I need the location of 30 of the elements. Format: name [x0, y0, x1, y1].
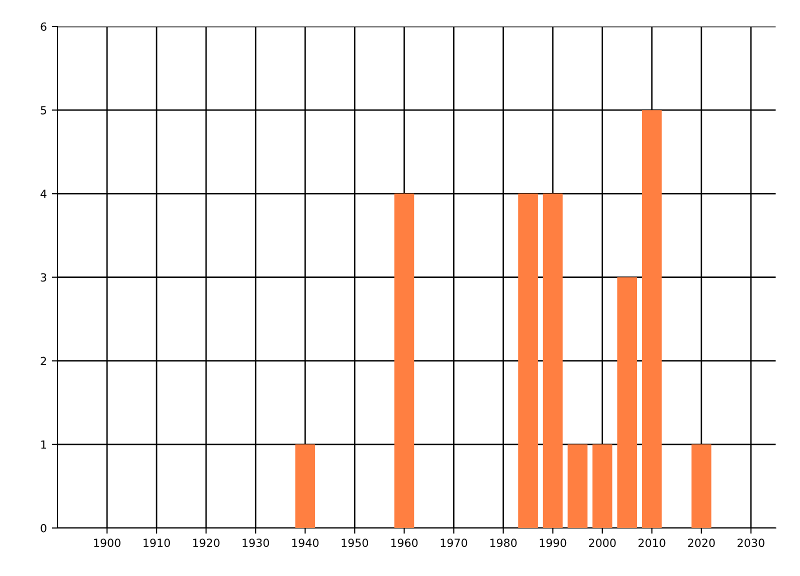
y-tick-label: 2 — [40, 356, 46, 366]
x-tick-label: 2020 — [688, 538, 715, 548]
bar — [295, 444, 316, 528]
x-tick-label: 1990 — [540, 538, 566, 548]
bar — [394, 194, 414, 528]
x-tick-label: 2030 — [738, 538, 764, 548]
x-tick-label: 1930 — [242, 538, 270, 548]
y-tick-label: 6 — [40, 22, 46, 31]
bar — [542, 194, 563, 528]
x-tick-label: 1910 — [144, 538, 170, 548]
bar — [592, 444, 612, 528]
x-tick-label: 1960 — [391, 538, 418, 548]
y-tick-label: 1 — [41, 440, 46, 449]
x-tick-label: 1970 — [440, 538, 468, 548]
bar — [518, 194, 538, 528]
y-tick-label: 3 — [40, 273, 46, 282]
x-tick-label: 1950 — [342, 538, 368, 548]
x-tick-label: 2010 — [638, 538, 666, 548]
bar — [691, 444, 712, 528]
x-tick-label: 1980 — [490, 538, 517, 548]
bar — [617, 277, 638, 528]
y-tick-label: 5 — [40, 106, 46, 114]
y-tick-label: 0 — [40, 524, 46, 532]
bar — [642, 110, 662, 528]
x-tick-label: 1920 — [193, 538, 220, 548]
x-tick-label: 1940 — [292, 538, 319, 548]
bar — [568, 444, 588, 528]
y-tick-label: 4 — [40, 190, 46, 198]
x-tick-label: 2000 — [589, 538, 616, 548]
x-tick-label: 1900 — [94, 538, 120, 548]
